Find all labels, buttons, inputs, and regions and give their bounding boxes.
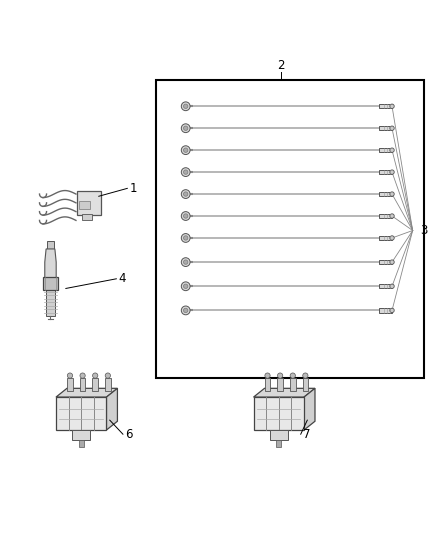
Bar	[378, 308, 391, 312]
Circle shape	[389, 104, 393, 108]
Circle shape	[389, 214, 393, 218]
Circle shape	[389, 284, 393, 288]
Bar	[67, 378, 73, 391]
Bar	[77, 191, 101, 215]
Bar	[378, 170, 391, 174]
Bar	[378, 148, 391, 152]
Circle shape	[181, 212, 190, 221]
Circle shape	[389, 126, 393, 131]
Text: 1: 1	[129, 182, 137, 195]
Bar	[46, 290, 55, 316]
Circle shape	[183, 192, 187, 196]
Bar	[155, 80, 423, 378]
Circle shape	[181, 146, 190, 155]
Circle shape	[67, 373, 72, 378]
Bar	[79, 201, 90, 209]
Circle shape	[389, 192, 393, 196]
Bar	[264, 378, 270, 391]
Bar	[378, 104, 391, 108]
Circle shape	[183, 284, 187, 288]
Circle shape	[181, 306, 190, 315]
Polygon shape	[106, 389, 117, 430]
Circle shape	[183, 308, 187, 312]
Bar	[378, 284, 391, 288]
Circle shape	[80, 373, 85, 378]
Polygon shape	[253, 389, 314, 397]
Circle shape	[183, 148, 187, 152]
Circle shape	[389, 308, 393, 312]
Bar	[43, 278, 58, 290]
Bar	[302, 378, 307, 391]
Circle shape	[181, 190, 190, 198]
Text: 4: 4	[118, 272, 126, 285]
Circle shape	[389, 170, 393, 174]
Circle shape	[183, 126, 187, 131]
Circle shape	[105, 373, 110, 378]
Bar	[277, 378, 283, 391]
Circle shape	[181, 102, 190, 111]
Bar	[378, 214, 391, 218]
Bar	[82, 214, 92, 220]
Circle shape	[183, 170, 187, 174]
Bar	[269, 430, 287, 440]
Text: 2: 2	[276, 59, 284, 72]
Circle shape	[183, 214, 187, 218]
Circle shape	[389, 148, 393, 152]
Bar	[378, 236, 391, 240]
Bar	[78, 440, 84, 447]
Bar	[56, 397, 106, 430]
Text: 6: 6	[125, 427, 132, 441]
Bar	[253, 397, 304, 430]
Circle shape	[302, 373, 307, 378]
Circle shape	[264, 373, 269, 378]
Circle shape	[389, 236, 393, 240]
Bar	[378, 126, 391, 131]
Circle shape	[181, 168, 190, 176]
Text: 3: 3	[420, 224, 427, 237]
Bar	[80, 378, 85, 391]
Bar	[92, 378, 98, 391]
Bar	[105, 378, 110, 391]
Bar	[378, 192, 391, 196]
Circle shape	[389, 260, 393, 264]
Text: 7: 7	[302, 427, 310, 441]
Bar	[47, 241, 54, 249]
Circle shape	[92, 373, 98, 378]
Circle shape	[181, 282, 190, 290]
Polygon shape	[45, 249, 56, 282]
Circle shape	[181, 258, 190, 266]
Bar	[276, 440, 281, 447]
Circle shape	[181, 124, 190, 133]
Circle shape	[183, 260, 187, 264]
Bar	[378, 260, 391, 264]
Circle shape	[183, 236, 187, 240]
Bar	[289, 378, 295, 391]
Circle shape	[181, 233, 190, 243]
Polygon shape	[56, 389, 117, 397]
Polygon shape	[303, 389, 314, 430]
Circle shape	[277, 373, 282, 378]
Circle shape	[183, 104, 187, 108]
Circle shape	[290, 373, 295, 378]
Bar	[72, 430, 90, 440]
